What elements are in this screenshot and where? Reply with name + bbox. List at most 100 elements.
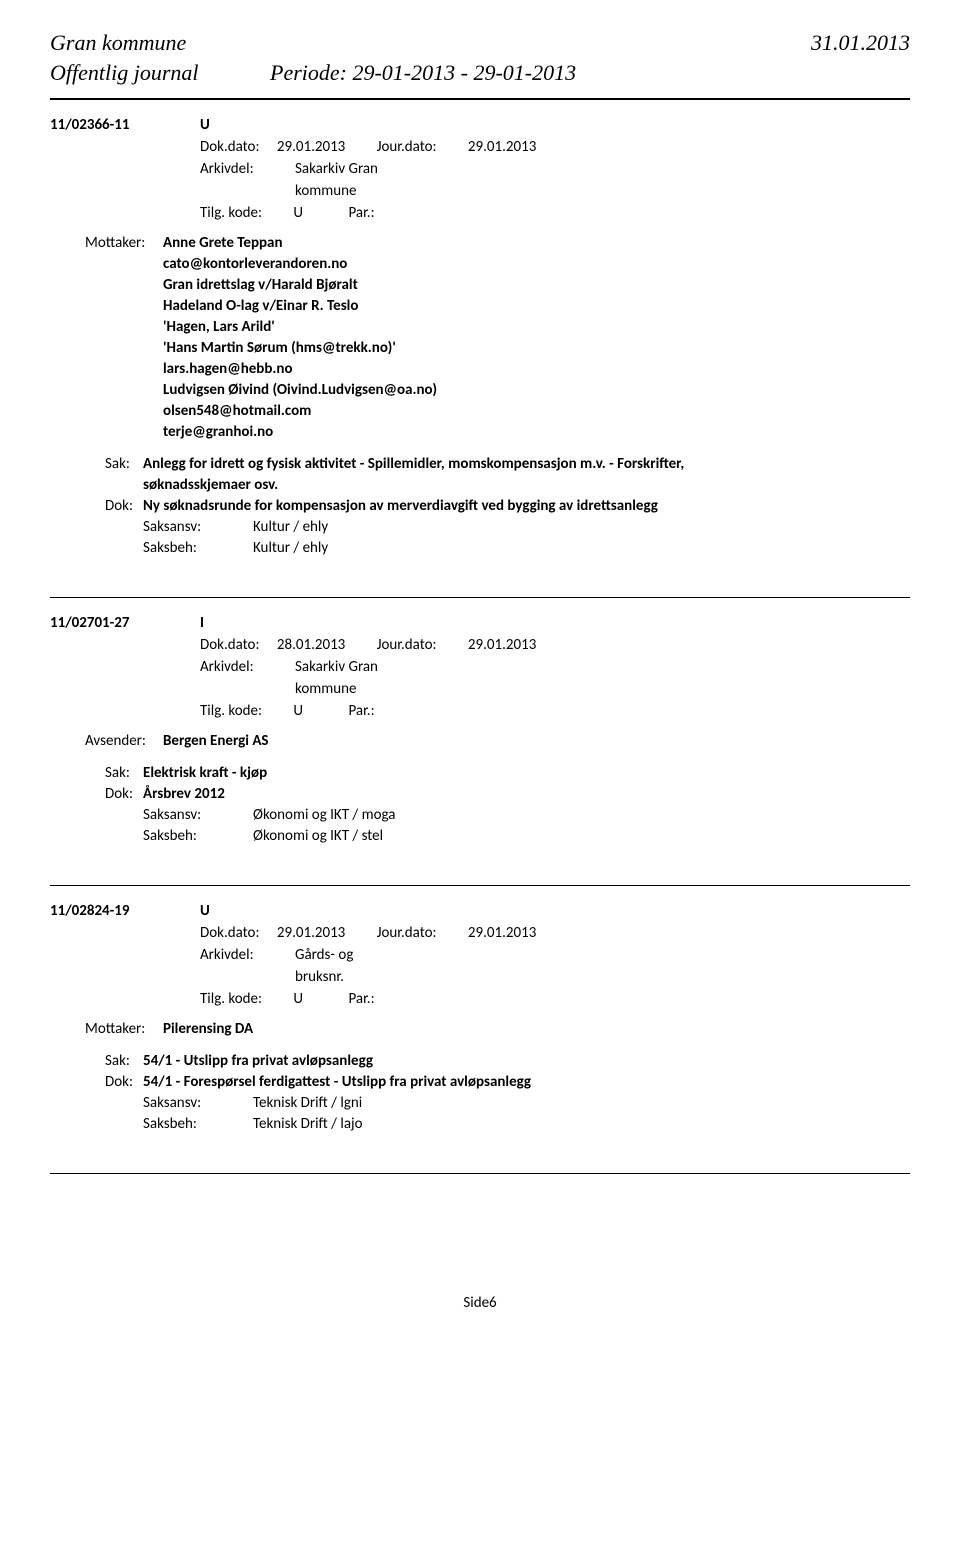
dok-label: Dok: [105, 785, 143, 803]
dok-dato-label: Dok.dato: [200, 138, 259, 156]
arkivdel-value-2: kommune [295, 182, 356, 200]
sak-block: Sak: Elektrisk kraft - kjøp Dok: Årsbrev… [105, 764, 910, 845]
case-id: 11/02824-19 [50, 902, 200, 920]
saksansv-value: Økonomi og IKT / moga [253, 806, 395, 824]
saksansv-line: Saksansv: Teknisk Drift / lgni [105, 1094, 910, 1112]
entry-header: 11/02824-19 U [50, 902, 910, 920]
doc-type: U [200, 902, 210, 920]
dok-text: Årsbrev 2012 [143, 785, 910, 803]
subparty: olsen548@hotmail.com [163, 402, 910, 420]
page-subheader: Offentlig journal Periode: 29-01-2013 - … [50, 60, 910, 86]
saksansv-label: Saksansv: [143, 518, 253, 536]
doc-type: U [200, 116, 210, 134]
sak-label: Sak: [105, 1052, 143, 1070]
subparty: Ludvigsen Øivind (Oivind.Ludvigsen@oa.no… [163, 381, 910, 399]
subparty: Hadeland O-lag v/Einar R. Teslo [163, 297, 910, 315]
sak-block: Sak: 54/1 - Utslipp fra privat avløpsanl… [105, 1052, 910, 1133]
tilg-label: Tilg. kode: [200, 702, 262, 720]
case-id: 11/02701-27 [50, 614, 200, 632]
header-divider [50, 98, 910, 100]
page-footer: Side6 [50, 1294, 910, 1312]
dok-dato: 28.01.2013 [277, 636, 345, 654]
sak-block: Sak: Anlegg for idrett og fysisk aktivit… [105, 455, 910, 557]
journal-entry: 11/02366-11 U Dok.dato: 29.01.2013 Jour.… [50, 116, 910, 557]
party-line: Mottaker: Pilerensing DA [85, 1020, 910, 1038]
dok-line: Dok: Ny søknadsrunde for kompensasjon av… [105, 497, 910, 515]
arkivdel-line: Arkivdel: Gårds- og [200, 946, 910, 964]
date-line: Dok.dato: 29.01.2013 Jour.dato: 29.01.20… [200, 138, 910, 156]
sak-text: Elektrisk kraft - kjøp [143, 764, 910, 782]
saksansv-label: Saksansv: [143, 806, 253, 824]
period-text: Periode: 29-01-2013 - 29-01-2013 [270, 60, 576, 86]
entry-divider [50, 597, 910, 598]
arkivdel-value-2: bruksnr. [295, 968, 344, 986]
journal-entry: 11/02701-27 I Dok.dato: 28.01.2013 Jour.… [50, 614, 910, 845]
subparty: 'Hans Martin Sørum (hms@trekk.no)' [163, 339, 910, 357]
tilg-value: U [293, 702, 303, 720]
party-line: Avsender: Bergen Energi AS [85, 732, 910, 750]
sak-text: Anlegg for idrett og fysisk aktivitet - … [143, 455, 910, 473]
saksansv-line: Saksansv: Økonomi og IKT / moga [105, 806, 910, 824]
dok-dato-label: Dok.dato: [200, 924, 259, 942]
par-label: Par.: [348, 990, 374, 1008]
dok-line: Dok: Årsbrev 2012 [105, 785, 910, 803]
saksbeh-line: Saksbeh: Teknisk Drift / lajo [105, 1115, 910, 1133]
arkivdel-line-2: kommune [200, 182, 910, 200]
jour-dato-label: Jour.dato: [377, 138, 437, 156]
party-role: Mottaker: [85, 234, 163, 252]
arkivdel-line-2: bruksnr. [200, 968, 910, 986]
subparty: lars.hagen@hebb.no [163, 360, 910, 378]
tilg-line: Tilg. kode: U Par.: [200, 204, 910, 222]
sak-text: 54/1 - Utslipp fra privat avløpsanlegg [143, 1052, 910, 1070]
par-label: Par.: [348, 204, 374, 222]
party-name: Anne Grete Teppan [163, 234, 283, 252]
jour-dato: 29.01.2013 [468, 924, 536, 942]
entry-divider [50, 885, 910, 886]
entry-header: 11/02366-11 U [50, 116, 910, 134]
arkivdel-value: Gårds- og [295, 946, 353, 964]
jour-dato-label: Jour.dato: [377, 924, 437, 942]
arkivdel-line-2: kommune [200, 680, 910, 698]
saksbeh-value: Teknisk Drift / lajo [253, 1115, 363, 1133]
saksansv-label: Saksansv: [143, 1094, 253, 1112]
dok-dato-label: Dok.dato: [200, 636, 259, 654]
subparty: 'Hagen, Lars Arild' [163, 318, 910, 336]
arkivdel-value-2: kommune [295, 680, 356, 698]
doc-type: I [200, 614, 204, 632]
tilg-label: Tilg. kode: [200, 204, 262, 222]
jour-dato-label: Jour.dato: [377, 636, 437, 654]
sak-line: Sak: Elektrisk kraft - kjøp [105, 764, 910, 782]
arkivdel-line: Arkivdel: Sakarkiv Gran [200, 160, 910, 178]
saksbeh-value: Økonomi og IKT / stel [253, 827, 383, 845]
dok-label: Dok: [105, 497, 143, 515]
subparty: cato@kontorleverandoren.no [163, 255, 910, 273]
sak-label: Sak: [105, 764, 143, 782]
saksansv-line: Saksansv: Kultur / ehly [105, 518, 910, 536]
sak-text-cont: søknadsskjemaer osv. [143, 476, 910, 494]
page-header: Gran kommune 31.01.2013 [50, 30, 910, 56]
dok-text: Ny søknadsrunde for kompensasjon av merv… [143, 497, 910, 515]
saksbeh-label: Saksbeh: [143, 827, 253, 845]
jour-dato: 29.01.2013 [468, 636, 536, 654]
sak-line: Sak: Anlegg for idrett og fysisk aktivit… [105, 455, 910, 473]
saksbeh-label: Saksbeh: [143, 1115, 253, 1133]
dok-line: Dok: 54/1 - Forespørsel ferdigattest - U… [105, 1073, 910, 1091]
arkivdel-label: Arkivdel: [200, 160, 295, 178]
party-line: Mottaker: Anne Grete Teppan [85, 234, 910, 252]
sak-label: Sak: [105, 455, 143, 473]
party-block: Mottaker: Pilerensing DA [85, 1020, 910, 1038]
par-label: Par.: [348, 702, 374, 720]
party-block: Avsender: Bergen Energi AS [85, 732, 910, 750]
entry-header: 11/02701-27 I [50, 614, 910, 632]
party-name: Bergen Energi AS [163, 732, 269, 750]
arkivdel-label: Arkivdel: [200, 946, 295, 964]
date-line: Dok.dato: 28.01.2013 Jour.dato: 29.01.20… [200, 636, 910, 654]
sak-line: Sak: 54/1 - Utslipp fra privat avløpsanl… [105, 1052, 910, 1070]
tilg-line: Tilg. kode: U Par.: [200, 990, 910, 1008]
subparty: Gran idrettslag v/Harald Bjøralt [163, 276, 910, 294]
subparty: terje@granhoi.no [163, 423, 910, 441]
tilg-value: U [293, 990, 303, 1008]
case-id: 11/02366-11 [50, 116, 200, 134]
journal-entry: 11/02824-19 U Dok.dato: 29.01.2013 Jour.… [50, 902, 910, 1133]
jour-dato: 29.01.2013 [468, 138, 536, 156]
